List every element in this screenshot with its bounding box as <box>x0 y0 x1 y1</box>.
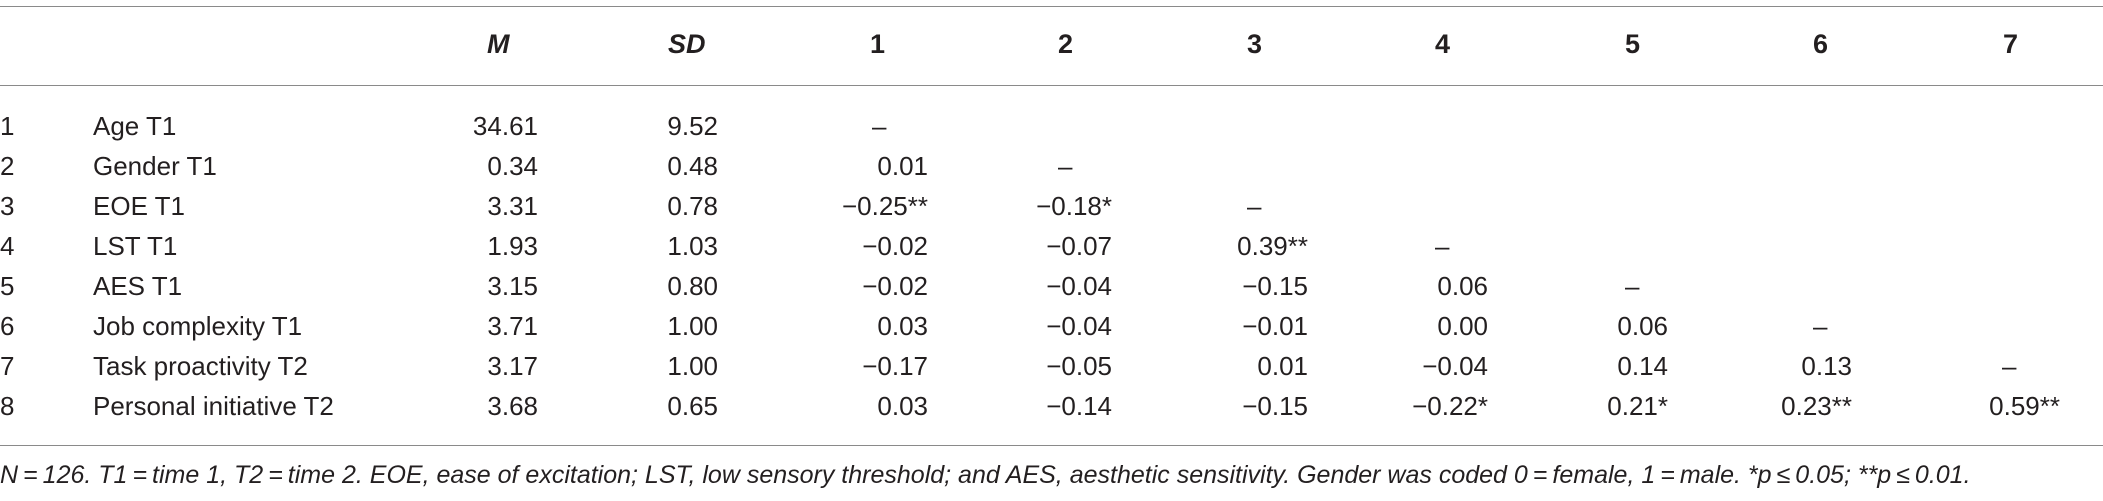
correlation-cell-col-3: −0.15 <box>1242 271 1308 301</box>
correlation-cell-col-1: −0.17 <box>862 351 928 381</box>
header-col-6: 6 <box>1813 29 1829 59</box>
correlation-cell-col-1: −0.02 <box>862 271 928 301</box>
correlation-cell-col-7: 0.59** <box>1989 391 2060 421</box>
table-row: 8 Personal initiative T2 3.68 0.65 0.03 −0.14… <box>0 386 2103 426</box>
header-sd: SD <box>668 29 706 59</box>
correlation-cell-col-1: 0.03 <box>877 391 928 421</box>
header-col-7: 7 <box>2003 29 2019 59</box>
header-col-5: 5 <box>1625 29 1641 59</box>
table-row: 7 Task proactivity T2 3.17 1.00 −0.17 −0.05 0.… <box>0 346 2103 386</box>
table-row: 3 EOE T1 3.31 0.78 −0.25** −0.18* – <box>0 186 2103 226</box>
correlation-cell-col-2: −0.07 <box>1046 231 1112 261</box>
correlation-cell-col-6: – <box>1813 311 1828 341</box>
sd-value: 1.00 <box>667 351 718 381</box>
correlation-cell-col-5: 0.14 <box>1617 351 1668 381</box>
row-number: 2 <box>0 151 15 181</box>
mean-value: 3.68 <box>487 391 538 421</box>
table-note: N = 126. T1 = time 1, T2 = time 2. EOE, … <box>0 461 1971 489</box>
correlation-cell-col-1: −0.25** <box>841 191 928 221</box>
correlation-cell-col-3: – <box>1247 191 1262 221</box>
variable-label: Job complexity T1 <box>93 311 303 341</box>
mean-value: 1.93 <box>487 231 538 261</box>
correlation-cell-col-5: 0.21* <box>1607 391 1668 421</box>
variable-label: Age T1 <box>93 111 177 141</box>
mean-value: 3.71 <box>487 311 538 341</box>
correlation-cell-col-2: −0.18* <box>1036 191 1112 221</box>
mean-value: 3.15 <box>487 271 538 301</box>
row-number: 4 <box>0 231 15 261</box>
variable-label: EOE T1 <box>93 191 186 221</box>
correlation-cell-col-4: −0.04 <box>1422 351 1488 381</box>
correlation-cell-col-1: 0.01 <box>877 151 928 181</box>
correlation-cell-col-1: −0.02 <box>862 231 928 261</box>
row-number: 5 <box>0 271 15 301</box>
header-col-1: 1 <box>870 29 886 59</box>
variable-label: Task proactivity T2 <box>93 351 308 381</box>
correlation-cell-col-6: 0.23** <box>1781 391 1852 421</box>
mean-value: 3.17 <box>487 351 538 381</box>
correlation-cell-col-6: 0.13 <box>1801 351 1852 381</box>
variable-label: Gender T1 <box>93 151 217 181</box>
sd-value: 0.65 <box>667 391 718 421</box>
correlation-cell-col-3: −0.01 <box>1242 311 1308 341</box>
correlation-cell-col-2: −0.04 <box>1046 271 1112 301</box>
correlation-cell-col-4: −0.22* <box>1412 391 1488 421</box>
mean-value: 3.31 <box>487 191 538 221</box>
row-number: 8 <box>0 391 15 421</box>
table-row: 1 Age T1 34.61 9.52 – <box>0 106 2103 146</box>
table-top-rule <box>0 6 2103 7</box>
row-number: 1 <box>0 111 15 141</box>
table-row: 4 LST T1 1.93 1.03 −0.02 −0.07 0.39** – <box>0 226 2103 266</box>
correlation-cell-col-2: – <box>1058 151 1073 181</box>
sd-value: 0.80 <box>667 271 718 301</box>
sd-value: 0.78 <box>667 191 718 221</box>
row-number: 6 <box>0 311 15 341</box>
correlation-cell-col-4: 0.06 <box>1437 271 1488 301</box>
correlation-cell-col-2: −0.14 <box>1046 391 1112 421</box>
correlation-cell-col-1: – <box>872 111 887 141</box>
sd-value: 1.00 <box>667 311 718 341</box>
correlation-cell-col-5: 0.06 <box>1617 311 1668 341</box>
table-row: 6 Job complexity T1 3.71 1.00 0.03 −0.04 −0.01… <box>0 306 2103 346</box>
correlation-cell-col-7: – <box>2002 351 2017 381</box>
sd-value: 0.48 <box>667 151 718 181</box>
correlation-cell-col-3: 0.01 <box>1257 351 1308 381</box>
correlation-cell-col-4: – <box>1435 231 1450 261</box>
correlation-cell-col-2: −0.04 <box>1046 311 1112 341</box>
variable-label: Personal initiative T2 <box>93 391 334 421</box>
header-mean: M <box>487 29 510 59</box>
table-header-rule <box>0 85 2103 86</box>
header-col-2: 2 <box>1058 29 1074 59</box>
correlation-cell-col-5: – <box>1625 271 1640 301</box>
mean-value: 0.34 <box>487 151 538 181</box>
table-bottom-rule <box>0 445 2103 446</box>
correlation-cell-col-3: 0.39** <box>1237 231 1308 261</box>
table-row: 5 AES T1 3.15 0.80 −0.02 −0.04 −0.15 0.06 – <box>0 266 2103 306</box>
sd-value: 1.03 <box>667 231 718 261</box>
correlation-cell-col-1: 0.03 <box>877 311 928 341</box>
correlation-cell-col-3: −0.15 <box>1242 391 1308 421</box>
row-number: 7 <box>0 351 15 381</box>
table-row: 2 Gender T1 0.34 0.48 0.01 – <box>0 146 2103 186</box>
variable-label: AES T1 <box>93 271 183 301</box>
sd-value: 9.52 <box>667 111 718 141</box>
correlation-cell-col-2: −0.05 <box>1046 351 1112 381</box>
row-number: 3 <box>0 191 15 221</box>
mean-value: 34.61 <box>472 111 538 141</box>
correlation-cell-col-4: 0.00 <box>1437 311 1488 341</box>
header-col-4: 4 <box>1435 29 1451 59</box>
header-col-3: 3 <box>1247 29 1263 59</box>
variable-label: LST T1 <box>93 231 178 261</box>
